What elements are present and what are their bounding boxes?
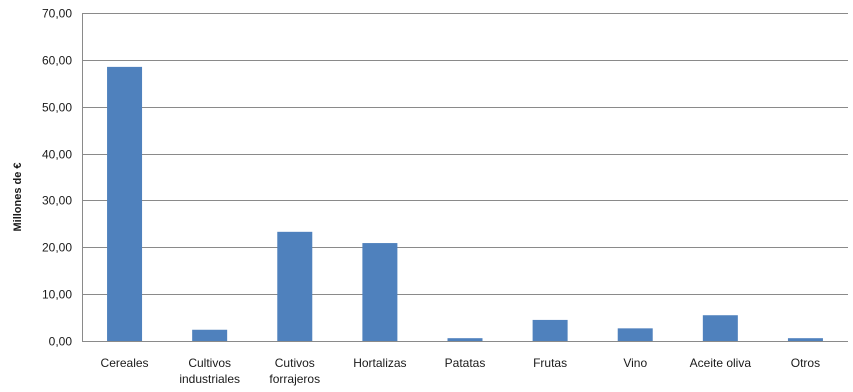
- x-tick-labels: Cereales Cultivos industriales Cutivos forra…: [101, 356, 821, 386]
- x-tick-label: Cutivos: [275, 356, 315, 370]
- bar: [447, 338, 483, 341]
- x-tick-label: Otros: [791, 356, 820, 370]
- x-tick-label: forrajeros: [269, 372, 320, 386]
- y-tick-label: 10,00: [42, 288, 72, 302]
- y-tick-label: 70,00: [42, 7, 72, 21]
- y-tick-label: 40,00: [42, 148, 72, 162]
- bar: [702, 315, 738, 341]
- bar: [107, 66, 143, 341]
- bar: [532, 319, 568, 341]
- x-tick-label: Hortalizas: [353, 356, 406, 370]
- x-tick-label: Vino: [623, 356, 647, 370]
- bar: [617, 328, 653, 341]
- x-tick-label: Cereales: [101, 356, 149, 370]
- x-tick-label: Cultivos: [188, 356, 231, 370]
- x-tick-label: industriales: [179, 372, 240, 386]
- y-tick-label: 30,00: [42, 194, 72, 208]
- x-tick-label: Patatas: [445, 356, 486, 370]
- y-tick-label: 50,00: [42, 101, 72, 115]
- gridlines: [82, 13, 848, 342]
- bar: [787, 338, 823, 341]
- x-tick-label: Frutas: [533, 356, 567, 370]
- bar: [362, 243, 398, 341]
- y-tick-label: 20,00: [42, 241, 72, 255]
- bar: [192, 329, 228, 341]
- y-tick-label: 0,00: [49, 335, 73, 349]
- y-axis-title: Millones de €: [12, 162, 24, 231]
- y-tick-labels: 0,00 10,00 20,00 30,00 40,00 50,00 60,00 70,00: [42, 7, 72, 349]
- x-tick-label: Aceite oliva: [690, 356, 752, 370]
- y-tick-label: 60,00: [42, 54, 72, 68]
- bars: [107, 66, 823, 341]
- bar: [277, 231, 313, 341]
